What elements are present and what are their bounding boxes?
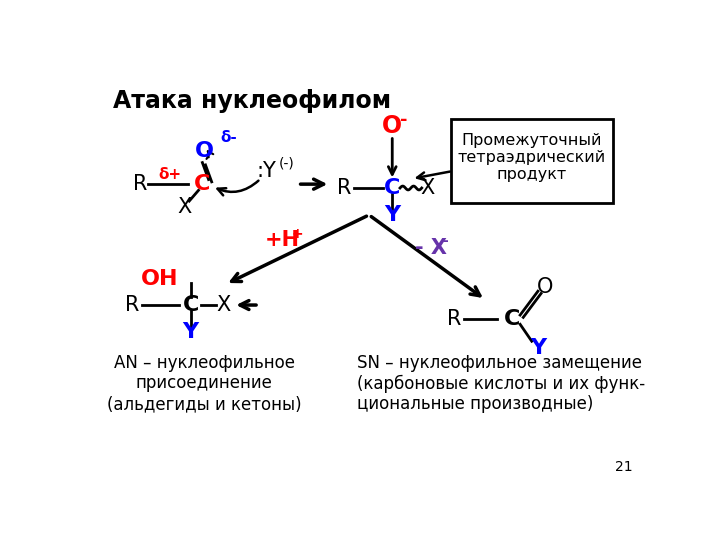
Text: O: O xyxy=(382,114,402,138)
Text: X: X xyxy=(177,197,192,217)
Text: R: R xyxy=(125,295,140,315)
Text: OH: OH xyxy=(141,269,179,289)
FancyBboxPatch shape xyxy=(451,119,613,204)
Text: C: C xyxy=(504,309,521,329)
Text: X: X xyxy=(420,178,435,198)
Text: Атака нуклеофилом: Атака нуклеофилом xyxy=(113,90,392,113)
Text: Промежуточный
тетраэдрический
продукт: Промежуточный тетраэдрический продукт xyxy=(458,132,606,183)
Text: -: - xyxy=(400,111,408,129)
Text: C: C xyxy=(194,174,210,194)
Text: δ-: δ- xyxy=(220,131,237,145)
Text: -: - xyxy=(442,234,448,248)
Text: Y: Y xyxy=(530,338,546,358)
Text: +H: +H xyxy=(265,231,300,251)
Text: SN – нуклеофильное замещение
(карбоновые кислоты и их функ-
циональные производн: SN – нуклеофильное замещение (карбоновые… xyxy=(357,354,646,414)
Text: C: C xyxy=(384,178,400,198)
Text: δ+: δ+ xyxy=(158,167,181,183)
Text: :Y: :Y xyxy=(257,161,276,181)
Text: O: O xyxy=(536,276,553,296)
Text: Y: Y xyxy=(384,205,400,225)
FancyArrowPatch shape xyxy=(417,172,450,180)
Text: X: X xyxy=(216,295,230,315)
Text: 21: 21 xyxy=(615,460,632,474)
FancyArrowPatch shape xyxy=(217,181,258,195)
Text: R: R xyxy=(447,309,462,329)
Text: AN – нуклеофильное
присоединение
(альдегиды и кетоны): AN – нуклеофильное присоединение (альдег… xyxy=(107,354,302,413)
Text: +: + xyxy=(292,227,304,241)
Text: - X: - X xyxy=(415,238,447,258)
FancyArrowPatch shape xyxy=(207,151,213,159)
Text: O: O xyxy=(195,141,215,161)
Text: R: R xyxy=(337,178,351,198)
Text: C: C xyxy=(183,295,199,315)
Text: R: R xyxy=(133,174,148,194)
Text: Y: Y xyxy=(183,322,199,342)
Text: (-): (-) xyxy=(279,157,295,170)
